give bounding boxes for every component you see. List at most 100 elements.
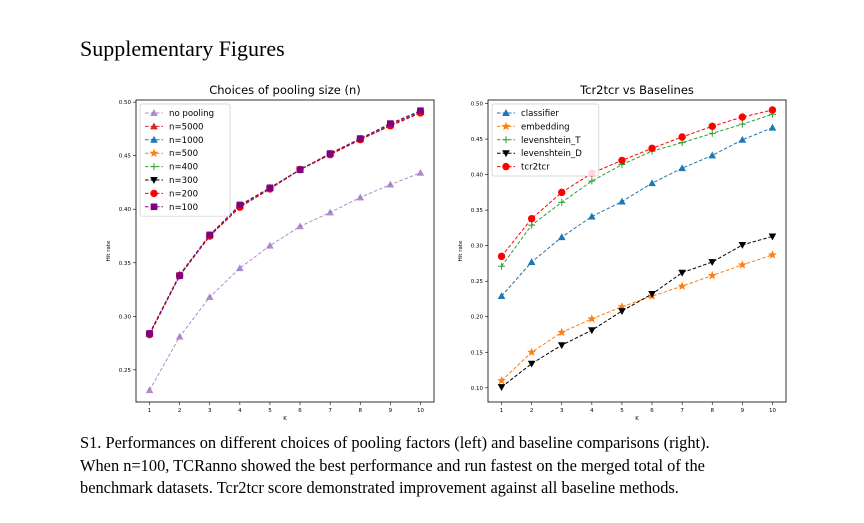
x-tick-label: 1 xyxy=(148,408,152,414)
data-point xyxy=(266,184,274,192)
data-point xyxy=(416,168,425,176)
series-line xyxy=(501,109,773,257)
data-point xyxy=(677,281,687,290)
legend-label: n=200 xyxy=(169,189,198,199)
data-point xyxy=(387,120,394,127)
x-tick-label: 7 xyxy=(680,408,684,414)
data-point xyxy=(326,150,334,157)
x-axis-label: K xyxy=(635,416,639,420)
data-point xyxy=(206,231,214,239)
data-point xyxy=(648,144,656,153)
x-tick-label: 3 xyxy=(560,408,564,414)
figure-caption: S1. Performances on different choices of… xyxy=(80,432,800,500)
data-point xyxy=(708,129,716,137)
data-point xyxy=(768,123,777,131)
pooling-size-chart: Choices of pooling size (n) 0.25 0.30 0.35 0… xyxy=(106,83,435,420)
baselines-chart: Tcr2tcr vs Baselines 0.10 0.15 0.20 0.25 0.30… xyxy=(458,83,787,420)
data-point xyxy=(145,386,154,394)
y-tick-label: 0.50 xyxy=(471,102,484,108)
data-point xyxy=(356,135,364,142)
legend-item: levenshtein_T xyxy=(497,136,581,146)
legend: no pooling n=5000 n=1000 n=500 n=400 n=300 n=2… xyxy=(139,103,231,217)
y-tick-label: 0.25 xyxy=(471,279,484,285)
legend-label: embedding xyxy=(521,122,570,132)
y-axis-label: Hit rate xyxy=(106,240,112,261)
legend-marker xyxy=(150,122,158,130)
x-tick-label: 9 xyxy=(741,408,745,414)
legend-marker xyxy=(150,109,158,116)
data-point xyxy=(558,198,566,206)
legend-label: n=5000 xyxy=(169,122,204,132)
data-point xyxy=(296,222,304,230)
y-tick-label: 0.10 xyxy=(471,386,484,392)
legend-item: tcr2tcr xyxy=(497,163,550,173)
y-tick-label: 0.30 xyxy=(471,244,484,250)
data-point xyxy=(527,347,537,357)
x-axis-label: K xyxy=(283,416,287,420)
data-point xyxy=(205,293,214,300)
legend-marker xyxy=(502,150,510,158)
legend-item: n=500 xyxy=(145,148,198,159)
data-point xyxy=(497,376,506,385)
data-point xyxy=(618,308,626,315)
y-tick-label: 0.50 xyxy=(119,100,132,106)
legend-label: n=400 xyxy=(169,163,198,173)
y-tick-label: 0.45 xyxy=(471,137,484,143)
x-tick-label: 8 xyxy=(359,408,363,414)
series-line xyxy=(149,172,421,391)
data-point xyxy=(528,221,536,229)
data-point xyxy=(527,214,536,223)
data-point xyxy=(557,342,566,350)
data-point xyxy=(768,106,777,114)
legend-item: classifier xyxy=(497,109,559,119)
data-point xyxy=(678,269,686,277)
legend-label: no pooling xyxy=(169,109,214,119)
legend-label: n=300 xyxy=(169,176,198,186)
y-tick-label: 0.35 xyxy=(119,261,132,267)
y-tick-label: 0.40 xyxy=(119,207,132,213)
legend-item: n=1000 xyxy=(145,136,204,146)
legend-item: embedding xyxy=(497,121,570,132)
legend-label: classifier xyxy=(521,109,559,119)
data-point xyxy=(527,360,536,368)
x-tick-label: 3 xyxy=(208,408,212,414)
data-point xyxy=(558,188,566,197)
data-point xyxy=(737,260,747,269)
data-point xyxy=(588,327,596,335)
legend-item: n=5000 xyxy=(145,122,204,132)
data-point xyxy=(356,193,365,201)
data-point xyxy=(587,314,597,323)
y-tick-label: 0.30 xyxy=(119,314,132,320)
y-tick-label: 0.35 xyxy=(471,208,484,214)
plot-frame xyxy=(135,99,435,403)
series-classifier xyxy=(497,123,777,300)
data-point xyxy=(498,262,506,270)
series-embedding xyxy=(497,250,777,385)
x-tick-label: 10 xyxy=(769,408,776,414)
series-line xyxy=(501,127,773,297)
chart-title: Choices of pooling size (n) xyxy=(209,83,361,97)
data-point xyxy=(146,330,153,337)
legend-marker xyxy=(502,109,510,116)
data-point xyxy=(236,264,244,272)
legend-item: n=300 xyxy=(145,176,198,186)
data-point xyxy=(588,177,596,185)
x-tick-label: 6 xyxy=(298,408,302,414)
series-levenshtein-t xyxy=(498,110,776,270)
data-point xyxy=(417,107,424,115)
legend-label: levenshtein_D xyxy=(521,149,582,159)
series-tcr2tcr xyxy=(497,106,777,261)
series-n-100 xyxy=(146,107,424,337)
x-tick-label: 4 xyxy=(238,408,242,414)
legend: classifier embedding levenshtein_T levensht… xyxy=(491,103,600,177)
data-point xyxy=(557,233,566,241)
data-point xyxy=(648,291,656,298)
data-point xyxy=(708,122,716,130)
legend-label: n=500 xyxy=(169,149,198,159)
data-point xyxy=(768,233,777,241)
y-tick-label: 0.45 xyxy=(119,154,132,160)
x-tick-label: 6 xyxy=(650,408,654,414)
chart-title: Tcr2tcr vs Baselines xyxy=(579,83,694,97)
data-point xyxy=(738,120,746,128)
x-tick-label: 7 xyxy=(328,408,332,414)
